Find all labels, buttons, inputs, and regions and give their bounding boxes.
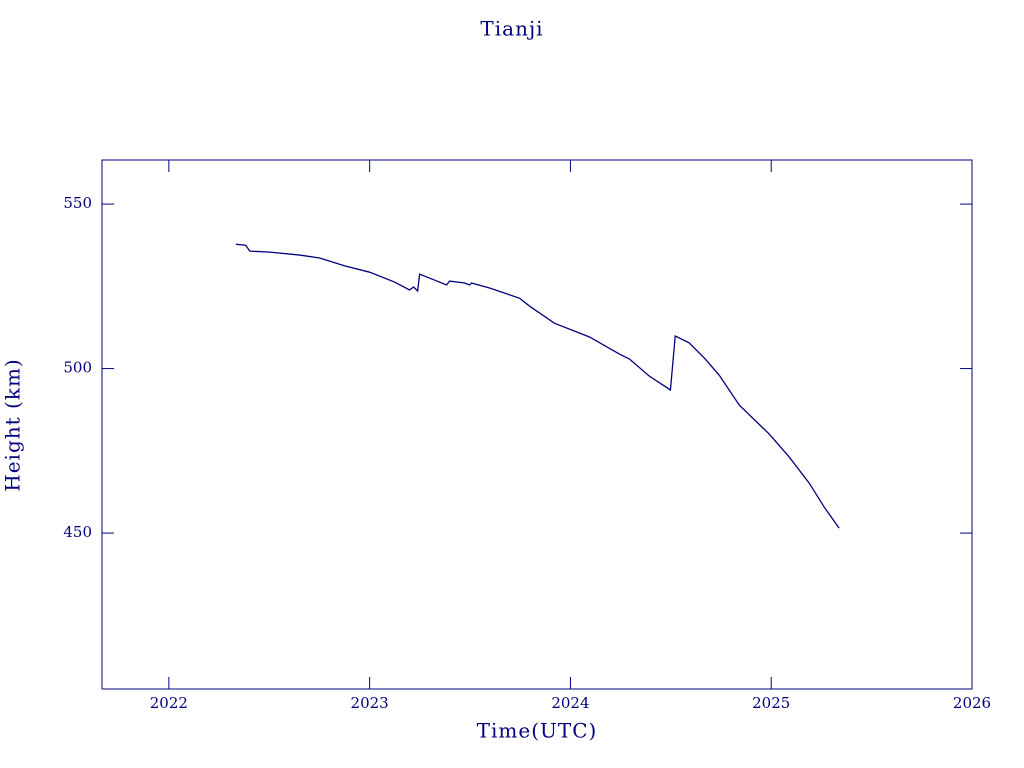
chart-title: Tianji (480, 17, 543, 41)
data-line (235, 243, 840, 529)
x-tick-label: 2026 (953, 694, 991, 712)
x-tick-label: 2025 (752, 694, 790, 712)
x-tick-label: 2024 (551, 694, 589, 712)
y-tick-label: 450 (63, 523, 92, 541)
x-tick-label: 2022 (150, 694, 188, 712)
x-tick-label: 2023 (351, 694, 389, 712)
x-axis-label: Time(UTC) (477, 719, 598, 743)
y-axis-label: Height (km) (1, 358, 25, 491)
plot-frame (101, 159, 973, 690)
y-tick-label: 500 (63, 359, 92, 377)
y-tick-label: 550 (63, 194, 92, 212)
